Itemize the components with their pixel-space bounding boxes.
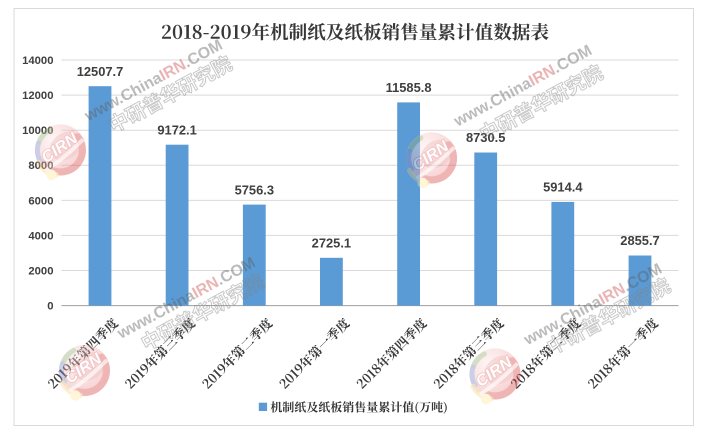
svg-text:2855.7: 2855.7 bbox=[620, 233, 659, 248]
svg-text:0: 0 bbox=[47, 301, 53, 313]
svg-text:8730.5: 8730.5 bbox=[466, 130, 505, 145]
svg-text:2725.1: 2725.1 bbox=[312, 236, 351, 251]
svg-text:14000: 14000 bbox=[22, 55, 53, 67]
svg-text:6000: 6000 bbox=[28, 195, 53, 207]
svg-text:2000: 2000 bbox=[28, 265, 53, 277]
svg-text:12000: 12000 bbox=[22, 90, 53, 102]
svg-text:5914.4: 5914.4 bbox=[543, 180, 583, 195]
svg-text:9172.1: 9172.1 bbox=[157, 122, 196, 137]
svg-text:4000: 4000 bbox=[28, 230, 53, 242]
svg-text:5756.3: 5756.3 bbox=[235, 182, 274, 197]
svg-text:11585.8: 11585.8 bbox=[386, 80, 432, 95]
svg-text:12507.7: 12507.7 bbox=[77, 64, 124, 79]
